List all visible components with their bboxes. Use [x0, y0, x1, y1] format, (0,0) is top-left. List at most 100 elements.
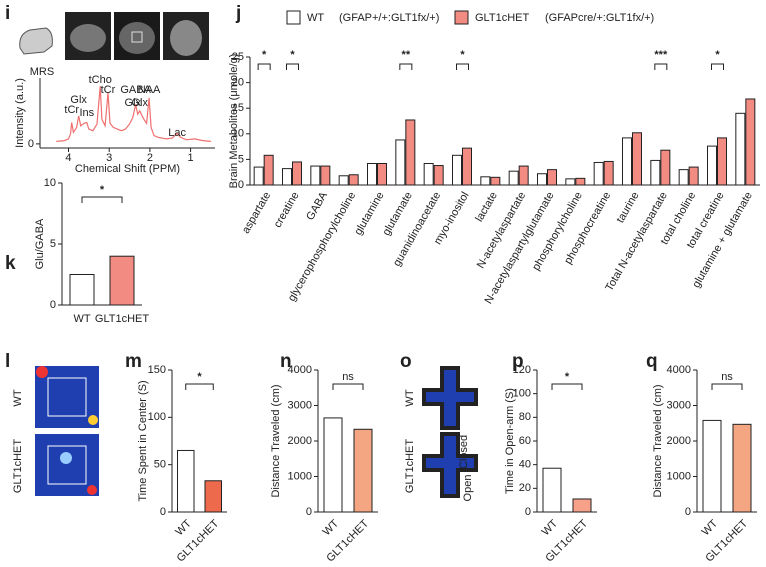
sig-label: ns [342, 371, 354, 383]
bar [338, 175, 349, 186]
y-tick-label: 15 [232, 102, 244, 114]
y-tick-label: 40 [519, 459, 531, 471]
x-tick-label: taurine [614, 190, 641, 225]
plus-maze-images [422, 366, 478, 498]
y-tick-label: 4000 [667, 364, 691, 376]
bar [537, 173, 547, 186]
y-tick-label: 2000 [288, 435, 312, 447]
mrs-images [19, 12, 209, 60]
bar [603, 160, 614, 186]
heatmap [35, 434, 99, 496]
y-tick-label: 10 [232, 128, 244, 140]
legend-genotype: (GFAPcre/+:GLT1fx/+) [545, 12, 654, 24]
sig-bracket [257, 63, 271, 70]
bar [650, 159, 661, 186]
y-tick-label: 0 [306, 506, 312, 518]
bar [109, 255, 135, 306]
x-tick-label: WT [321, 517, 342, 538]
voxel [131, 31, 143, 43]
sig-label: * [460, 49, 465, 61]
bar [348, 174, 359, 186]
bar [622, 137, 632, 186]
legend-swatch [454, 10, 469, 25]
panel-letter: m [125, 351, 142, 372]
x-tick-label: aspartate [240, 190, 273, 236]
maze [422, 366, 478, 430]
sig-label: ns [721, 371, 733, 383]
x-tick-label: 1 [188, 152, 194, 164]
bar [717, 137, 727, 186]
panel-letter: i [5, 3, 10, 24]
y-tick-label: 5 [50, 238, 56, 250]
peak-label: tCr [64, 104, 79, 116]
bar [490, 176, 501, 186]
bar [702, 419, 722, 513]
sig-label: * [197, 371, 202, 383]
group-label: WT [404, 389, 416, 406]
arm-label: Open [462, 475, 474, 502]
open-field-images [35, 366, 99, 496]
maze [422, 432, 478, 498]
bar [745, 98, 756, 186]
y-tick-label: 0 [525, 506, 531, 518]
peak-label: Glx [125, 97, 142, 109]
bar [660, 149, 671, 186]
y-tick-label: 0 [238, 179, 244, 191]
bar [282, 168, 292, 186]
y-tick-label: 1000 [288, 470, 312, 482]
sig-label: * [565, 371, 570, 383]
y-tick-label: 120 [513, 364, 531, 376]
y-tick-label: 80 [519, 411, 531, 423]
bar [204, 480, 222, 513]
image-label: MRS [30, 66, 54, 78]
bar [593, 161, 604, 186]
legend-label: GLT1cHET [475, 12, 529, 24]
y-tick-label: 2000 [667, 435, 691, 447]
legend-genotype: (GFAP+/+:GLT1fx/+) [339, 12, 439, 24]
x-axis-label: Chemical Shift (PPM) [75, 163, 180, 175]
x-tick-label: creatine [272, 190, 302, 230]
sig-label: * [100, 184, 105, 196]
peak-label: tCho [89, 74, 112, 86]
spectrum [56, 86, 211, 142]
sig-label: * [262, 49, 267, 61]
panel-letter: n [280, 351, 292, 372]
scan-brain [170, 20, 202, 56]
y-tick-label: 3000 [288, 399, 312, 411]
bar [423, 162, 434, 186]
y-tick-label: 60 [519, 435, 531, 447]
peak-label: Lac [168, 127, 186, 139]
bar [542, 467, 562, 513]
sig-label: ** [402, 49, 411, 61]
y-axis-label: Glu/GABA [34, 218, 46, 269]
x-tick-label: lactate [473, 190, 500, 224]
peak-label: Glx [131, 97, 148, 109]
sig-bracket [399, 63, 413, 70]
bar [323, 417, 343, 513]
bar [707, 145, 717, 186]
y-tick-label: 5 [238, 153, 244, 165]
group-label: WT [12, 389, 24, 406]
y-tick-label: 150 [148, 364, 166, 376]
y-tick-label: 50 [154, 459, 166, 471]
y-axis-label: Time Spent in Center (S) [137, 380, 149, 501]
sig-bracket [81, 196, 123, 203]
sig-label: *** [654, 49, 668, 61]
peak-label: Ins [79, 107, 94, 119]
bar [572, 498, 592, 513]
y-tick-label: 10 [44, 177, 56, 189]
x-tick-label: 4 [65, 152, 71, 164]
x-tick-label: 3 [106, 152, 112, 164]
x-tick-label: WT [173, 517, 194, 538]
x-tick-label: 2 [147, 152, 153, 164]
bar [452, 154, 462, 186]
bar [69, 274, 95, 306]
sig-bracket [456, 63, 469, 70]
scan-brain [70, 24, 106, 52]
sig-label: * [715, 49, 720, 61]
bar [353, 428, 373, 513]
peak-label: GABA [120, 84, 151, 96]
bar [565, 178, 576, 186]
peak-label: tCr [101, 84, 116, 96]
